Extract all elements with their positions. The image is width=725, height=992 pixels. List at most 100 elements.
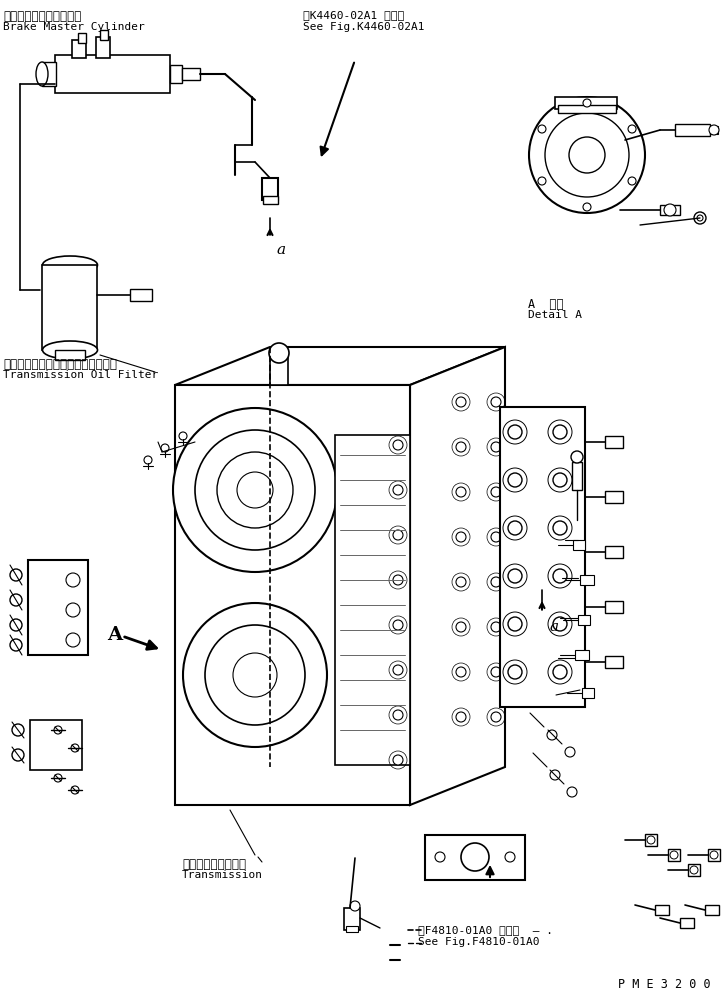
Bar xyxy=(28,560,88,655)
Circle shape xyxy=(694,212,706,224)
Circle shape xyxy=(393,440,403,450)
Circle shape xyxy=(508,665,522,679)
Bar xyxy=(668,849,680,861)
Circle shape xyxy=(183,603,327,747)
Circle shape xyxy=(144,456,152,464)
Bar xyxy=(263,196,278,204)
Circle shape xyxy=(10,639,22,651)
Bar xyxy=(182,68,200,80)
Circle shape xyxy=(350,901,360,911)
Circle shape xyxy=(553,473,567,487)
Polygon shape xyxy=(410,347,505,805)
Circle shape xyxy=(569,137,605,173)
Circle shape xyxy=(710,851,718,859)
Ellipse shape xyxy=(36,62,48,86)
Bar xyxy=(55,55,170,93)
Circle shape xyxy=(456,487,466,497)
Circle shape xyxy=(508,617,522,631)
Circle shape xyxy=(66,573,80,587)
Text: A  詳細: A 詳細 xyxy=(528,298,563,311)
Bar xyxy=(688,864,700,876)
Bar xyxy=(605,436,623,448)
Circle shape xyxy=(508,473,522,487)
Bar xyxy=(660,205,680,215)
Circle shape xyxy=(538,125,546,133)
Circle shape xyxy=(10,594,22,606)
Circle shape xyxy=(550,770,560,780)
Text: a: a xyxy=(549,620,558,634)
Circle shape xyxy=(491,397,501,407)
Bar xyxy=(710,126,718,134)
Circle shape xyxy=(545,113,629,197)
Bar xyxy=(575,650,589,660)
Circle shape xyxy=(553,425,567,439)
Circle shape xyxy=(393,710,403,720)
Circle shape xyxy=(571,451,583,463)
Circle shape xyxy=(670,851,678,859)
Circle shape xyxy=(71,786,79,794)
Bar xyxy=(605,601,623,613)
Circle shape xyxy=(205,625,305,725)
Circle shape xyxy=(10,569,22,581)
Circle shape xyxy=(491,442,501,452)
Circle shape xyxy=(456,442,466,452)
Bar xyxy=(270,357,288,385)
Bar xyxy=(30,720,82,770)
Ellipse shape xyxy=(43,256,97,274)
Circle shape xyxy=(628,125,636,133)
Circle shape xyxy=(505,852,515,862)
Circle shape xyxy=(697,215,703,221)
Circle shape xyxy=(529,97,645,213)
Circle shape xyxy=(173,408,337,572)
Bar xyxy=(558,105,616,113)
Bar xyxy=(605,491,623,503)
Circle shape xyxy=(567,787,577,797)
Circle shape xyxy=(456,622,466,632)
Circle shape xyxy=(217,452,293,528)
Bar xyxy=(605,656,623,668)
Circle shape xyxy=(553,521,567,535)
Circle shape xyxy=(456,397,466,407)
Circle shape xyxy=(491,622,501,632)
Circle shape xyxy=(66,633,80,647)
Text: 第F4810-01A0 図参照  ‒ .: 第F4810-01A0 図参照 ‒ . xyxy=(418,925,553,935)
Text: a: a xyxy=(276,243,285,257)
Text: トランスミッション: トランスミッション xyxy=(182,858,246,871)
Bar xyxy=(72,40,86,58)
Circle shape xyxy=(10,619,22,631)
Circle shape xyxy=(456,532,466,542)
Circle shape xyxy=(179,432,187,440)
Circle shape xyxy=(508,425,522,439)
Bar xyxy=(655,905,669,915)
Circle shape xyxy=(161,444,169,452)
Circle shape xyxy=(71,744,79,752)
Polygon shape xyxy=(175,347,505,385)
Ellipse shape xyxy=(43,341,97,359)
Circle shape xyxy=(54,774,62,782)
Circle shape xyxy=(269,343,289,363)
Bar xyxy=(100,30,108,40)
Circle shape xyxy=(456,712,466,722)
Bar xyxy=(335,435,410,765)
Circle shape xyxy=(54,726,62,734)
Circle shape xyxy=(66,603,80,617)
Text: See Fig.F4810-01A0: See Fig.F4810-01A0 xyxy=(418,937,539,947)
Bar xyxy=(680,918,694,928)
Circle shape xyxy=(393,575,403,585)
Circle shape xyxy=(393,620,403,630)
Circle shape xyxy=(508,521,522,535)
Bar xyxy=(130,289,152,301)
Bar xyxy=(705,905,719,915)
Bar xyxy=(346,926,358,932)
Circle shape xyxy=(12,724,24,736)
Bar xyxy=(42,62,56,86)
Text: トランスミッションオイルフィルタ: トランスミッションオイルフィルタ xyxy=(3,358,117,371)
Circle shape xyxy=(456,577,466,587)
Bar xyxy=(175,385,410,805)
Circle shape xyxy=(393,485,403,495)
Bar xyxy=(78,33,86,43)
Circle shape xyxy=(233,653,277,697)
Circle shape xyxy=(547,730,557,740)
Circle shape xyxy=(628,177,636,185)
Bar xyxy=(708,849,720,861)
